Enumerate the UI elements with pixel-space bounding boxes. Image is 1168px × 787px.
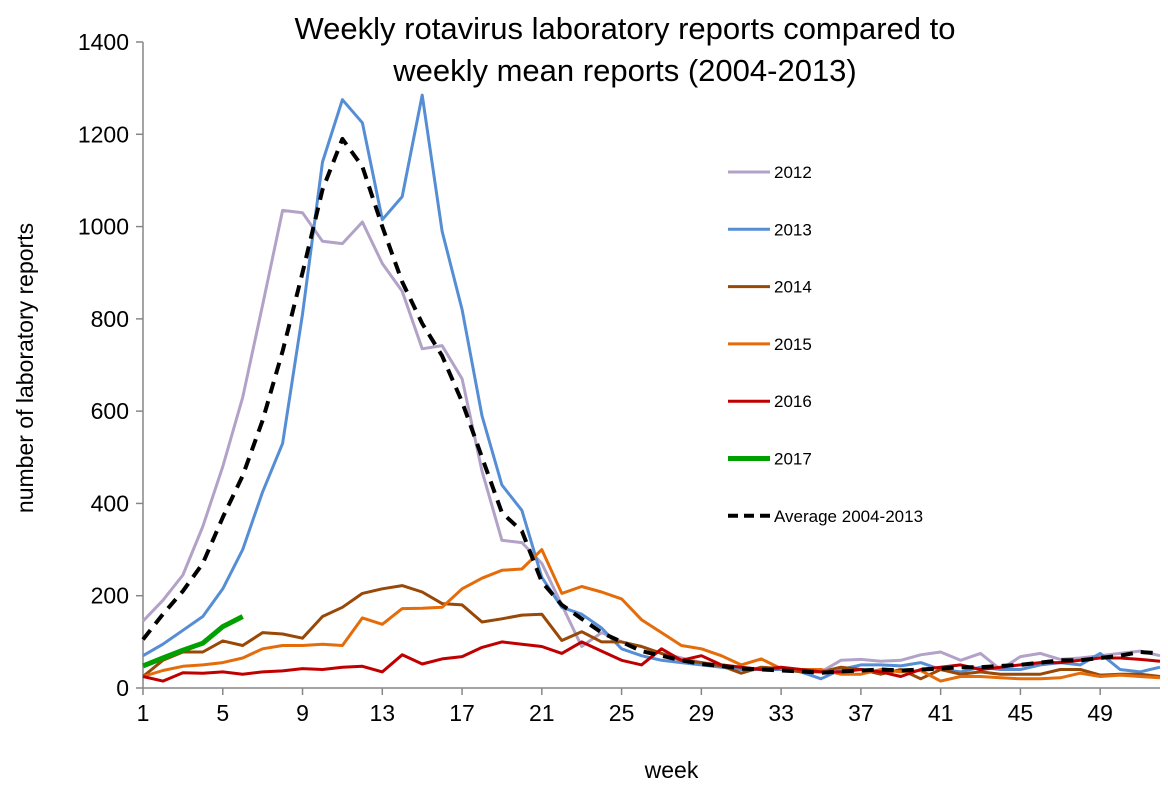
series-line: [142, 93, 1161, 681]
legend-label: 2013: [774, 220, 812, 239]
x-tick-label: 37: [848, 700, 874, 726]
x-tick-label: 5: [216, 700, 229, 726]
y-axis-title: number of laboratory reports: [12, 223, 38, 513]
legend-label: 2012: [774, 163, 812, 182]
x-tick-label: 33: [768, 700, 794, 726]
x-tick-label: 21: [529, 700, 555, 726]
legend-label: 2016: [774, 392, 812, 411]
y-tick-label: 600: [91, 398, 129, 424]
x-tick-label: 25: [609, 700, 635, 726]
y-tick-label: 1200: [78, 121, 129, 147]
series-line: [142, 584, 1161, 681]
x-tick-label: 45: [1008, 700, 1034, 726]
series-line: [141, 208, 1161, 674]
y-tick-label: 200: [91, 583, 129, 609]
legend-label: Average 2004-2013: [774, 507, 923, 526]
legend-label: 2015: [774, 335, 812, 354]
series-line: [142, 548, 1161, 683]
chart-title: Weekly rotavirus laboratory reports comp…: [294, 11, 956, 88]
y-tick-label: 400: [91, 490, 129, 516]
x-tick-label: 49: [1087, 700, 1113, 726]
series-line: [142, 614, 244, 669]
x-tick-label: 17: [449, 700, 475, 726]
x-tick-label: 1: [137, 700, 150, 726]
x-tick-label: 41: [928, 700, 954, 726]
x-axis-title: week: [644, 757, 699, 783]
x-tick-label: 13: [369, 700, 395, 726]
legend-label: 2014: [774, 278, 812, 297]
y-tick-label: 800: [91, 306, 129, 332]
series-line: [141, 136, 1161, 675]
y-tick-label: 1000: [78, 214, 129, 240]
x-tick-label: 29: [689, 700, 715, 726]
y-tick-label: 0: [116, 675, 129, 701]
x-tick-label: 9: [296, 700, 309, 726]
legend-label: 2017: [774, 450, 812, 469]
y-tick-label: 1400: [78, 29, 129, 55]
